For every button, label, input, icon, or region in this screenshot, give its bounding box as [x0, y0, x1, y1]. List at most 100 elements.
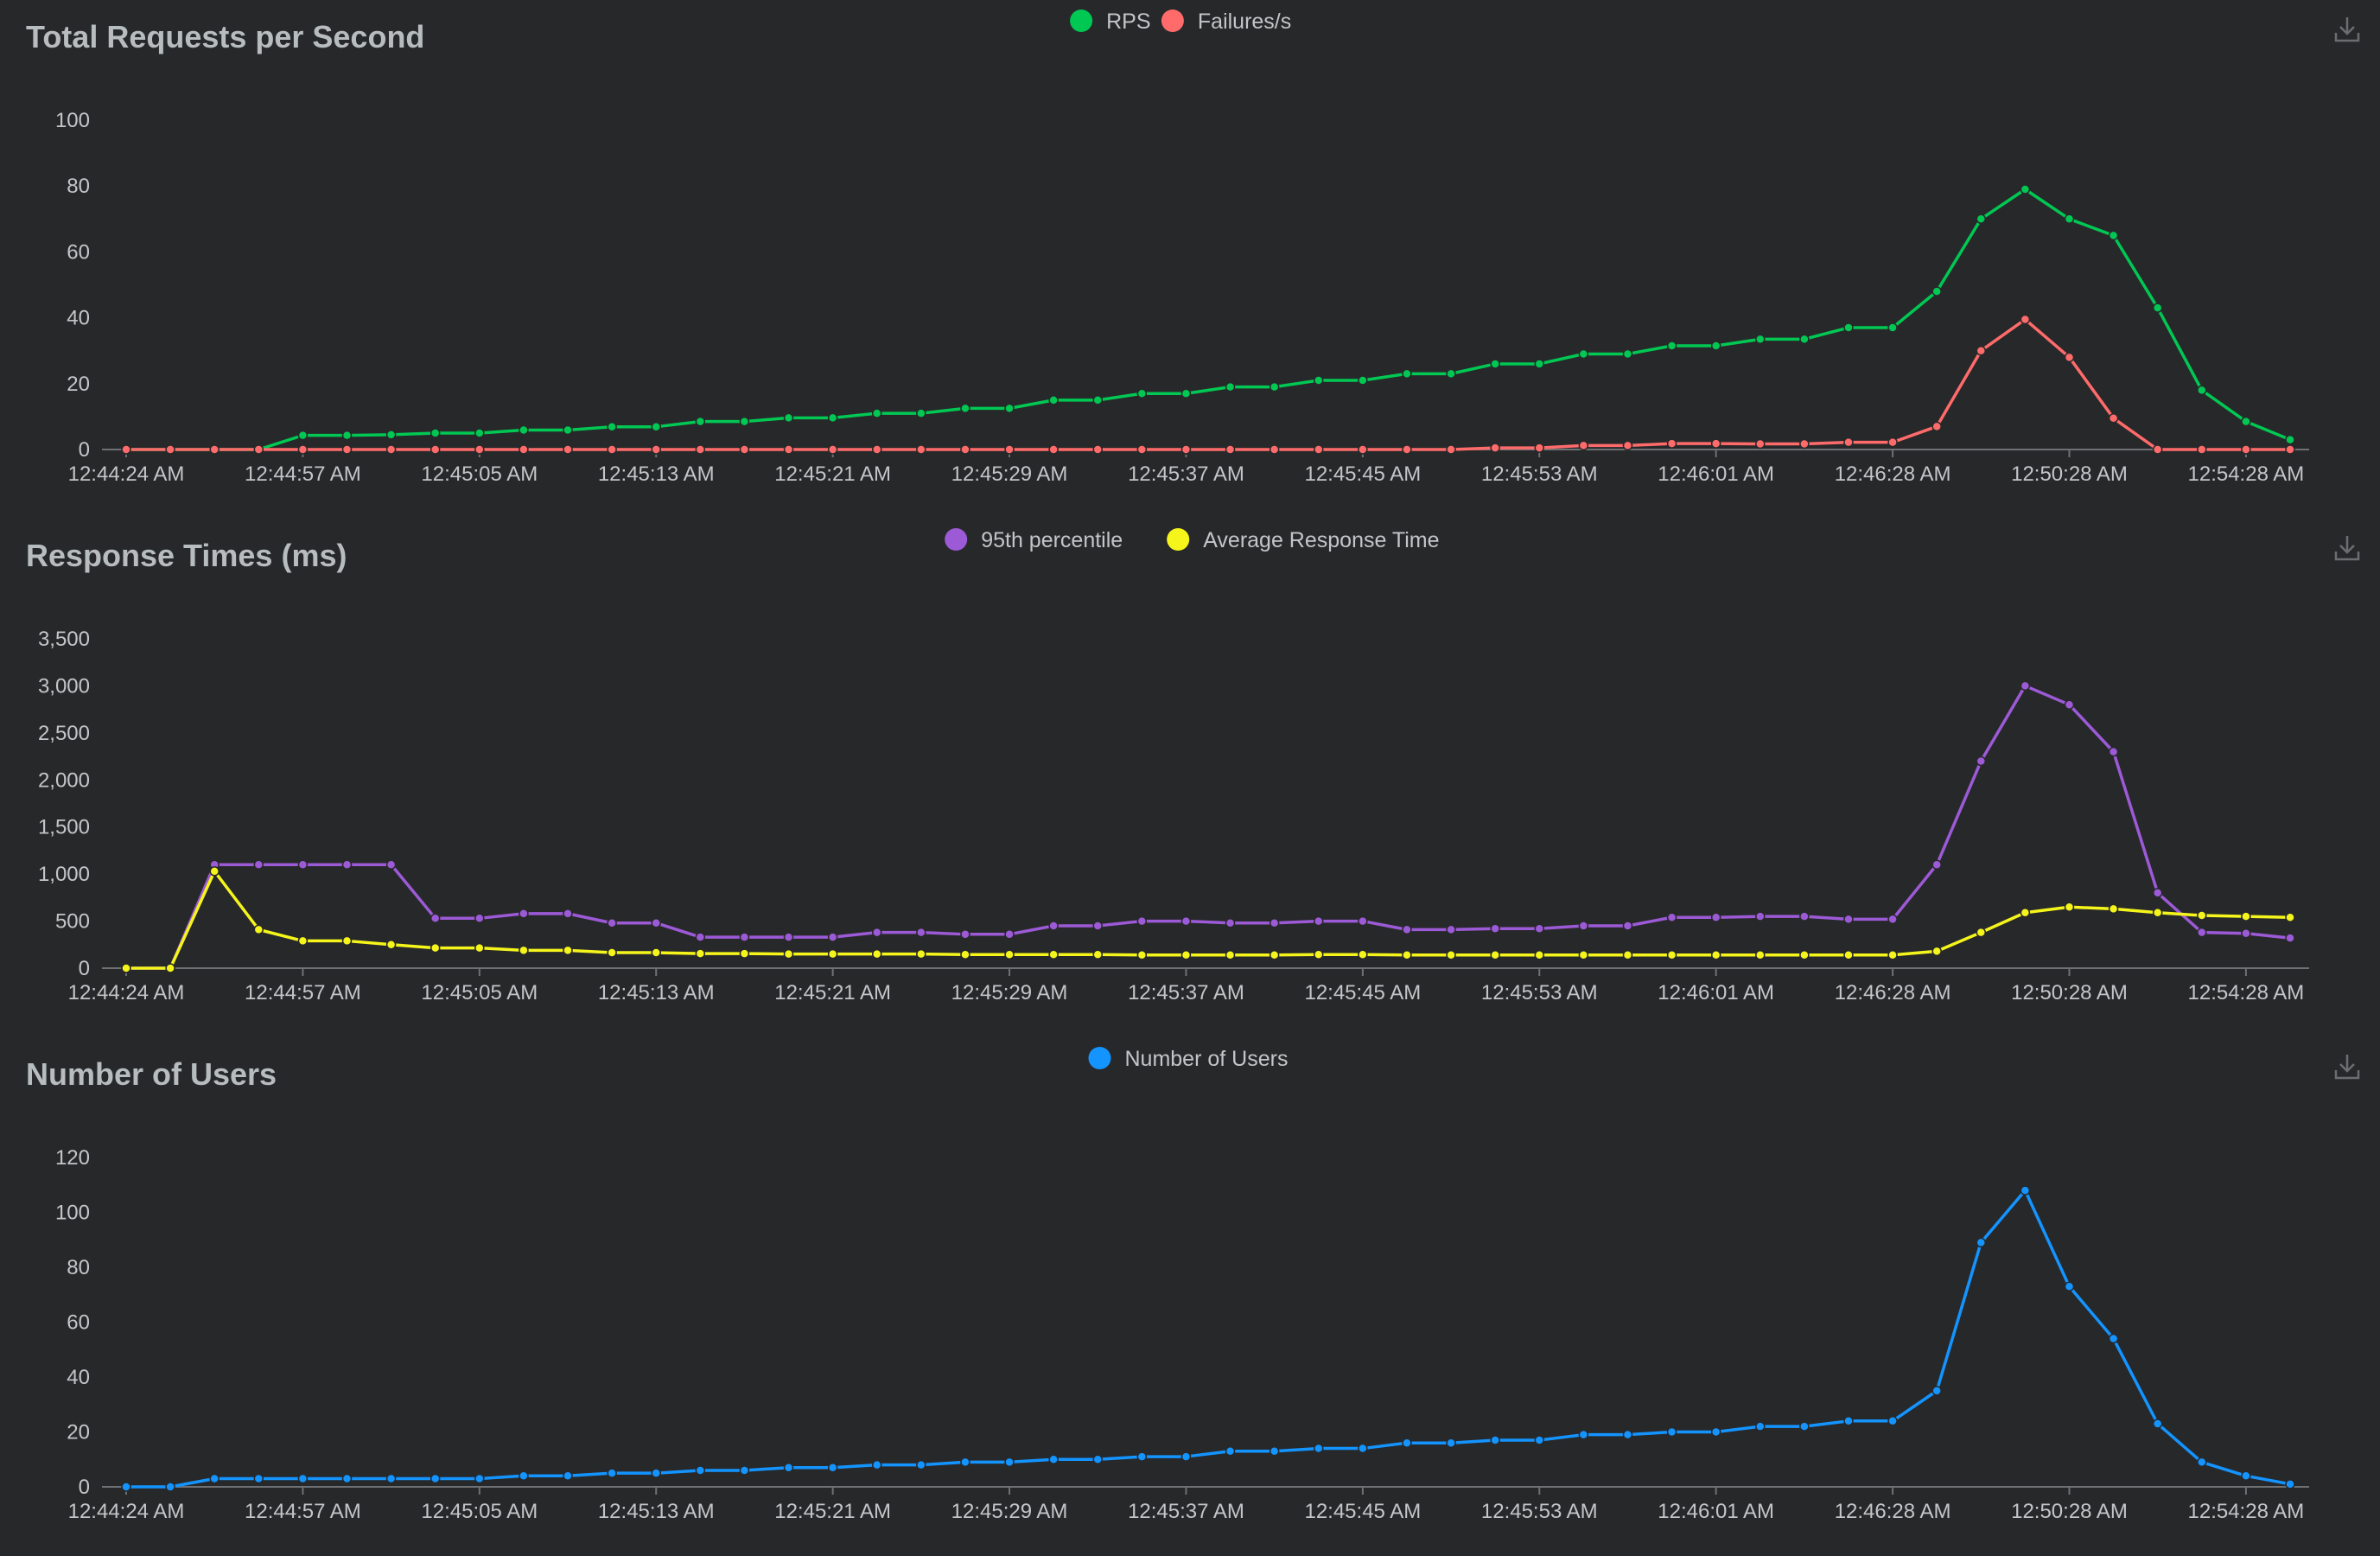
data-point[interactable]	[2241, 444, 2251, 455]
data-point[interactable]	[739, 444, 750, 455]
legend-item[interactable]: Number of Users	[1088, 1047, 1289, 1071]
data-point[interactable]	[607, 947, 617, 958]
data-point[interactable]	[1578, 1429, 1589, 1440]
data-point[interactable]	[2108, 746, 2119, 757]
data-point[interactable]	[827, 444, 838, 455]
data-point[interactable]	[165, 444, 175, 455]
data-point[interactable]	[1843, 1416, 1854, 1426]
data-point[interactable]	[385, 1473, 397, 1484]
data-point[interactable]	[739, 948, 750, 959]
data-point[interactable]	[1490, 359, 1500, 369]
data-point[interactable]	[1887, 950, 1898, 960]
data-point[interactable]	[916, 408, 926, 418]
data-point[interactable]	[1048, 949, 1059, 960]
data-point[interactable]	[1843, 950, 1854, 960]
data-point[interactable]	[385, 940, 397, 950]
data-point[interactable]	[2197, 910, 2207, 921]
data-point[interactable]	[121, 1482, 131, 1492]
data-point[interactable]	[1358, 444, 1368, 455]
data-point[interactable]	[165, 963, 175, 973]
data-point[interactable]	[2241, 416, 2251, 427]
data-point[interactable]	[2152, 908, 2163, 918]
download-icon[interactable]	[2332, 14, 2363, 45]
data-point[interactable]	[2020, 680, 2031, 692]
data-point[interactable]	[1534, 950, 1545, 960]
data-point[interactable]	[1092, 444, 1103, 455]
data-point[interactable]	[1225, 950, 1236, 960]
download-icon[interactable]	[2332, 1051, 2363, 1082]
data-point[interactable]	[209, 444, 220, 455]
data-point[interactable]	[695, 1465, 706, 1476]
legend-item[interactable]: Failures/s	[1161, 10, 1291, 34]
data-point[interactable]	[1180, 444, 1192, 455]
data-point[interactable]	[651, 947, 661, 958]
data-point[interactable]	[1092, 949, 1103, 960]
data-point[interactable]	[2285, 444, 2295, 455]
data-point[interactable]	[2020, 1185, 2031, 1196]
data-point[interactable]	[1931, 946, 1942, 957]
data-point[interactable]	[474, 913, 485, 924]
data-point[interactable]	[783, 932, 794, 942]
data-point[interactable]	[2064, 352, 2075, 363]
data-point[interactable]	[1358, 375, 1368, 386]
data-point[interactable]	[1092, 921, 1103, 931]
data-point[interactable]	[1799, 1421, 1810, 1432]
data-point[interactable]	[1092, 395, 1103, 405]
legend-item[interactable]: RPS	[1070, 10, 1151, 34]
data-point[interactable]	[1402, 950, 1412, 960]
data-point[interactable]	[1004, 949, 1015, 960]
data-point[interactable]	[563, 1470, 573, 1482]
data-point[interactable]	[2241, 928, 2251, 939]
data-point[interactable]	[1843, 914, 1854, 925]
data-point[interactable]	[165, 1482, 175, 1492]
data-point[interactable]	[1578, 950, 1589, 960]
data-point[interactable]	[474, 942, 485, 953]
data-point[interactable]	[2152, 888, 2163, 898]
data-point[interactable]	[341, 430, 353, 441]
data-point[interactable]	[1578, 440, 1589, 451]
data-point[interactable]	[2241, 1470, 2251, 1482]
data-point[interactable]	[1799, 334, 1810, 345]
data-point[interactable]	[474, 1473, 485, 1484]
data-point[interactable]	[1931, 421, 1942, 432]
data-point[interactable]	[253, 444, 264, 455]
data-point[interactable]	[1843, 437, 1854, 448]
data-point[interactable]	[1136, 1451, 1148, 1462]
data-point[interactable]	[1314, 375, 1324, 386]
data-point[interactable]	[783, 1463, 794, 1473]
data-point[interactable]	[1931, 286, 1942, 297]
data-point[interactable]	[2285, 912, 2295, 922]
data-point[interactable]	[209, 866, 220, 877]
data-point[interactable]	[2108, 1333, 2119, 1344]
data-point[interactable]	[430, 428, 441, 438]
data-point[interactable]	[563, 909, 573, 919]
data-point[interactable]	[253, 1473, 264, 1484]
data-point[interactable]	[1534, 923, 1545, 934]
data-point[interactable]	[563, 945, 573, 956]
data-point[interactable]	[2285, 434, 2295, 445]
data-point[interactable]	[1048, 1454, 1059, 1464]
data-point[interactable]	[385, 859, 397, 870]
data-point[interactable]	[1004, 403, 1015, 414]
data-point[interactable]	[1710, 438, 1721, 449]
data-point[interactable]	[739, 1465, 750, 1476]
data-point[interactable]	[1180, 1451, 1192, 1462]
data-point[interactable]	[1446, 368, 1456, 379]
data-point[interactable]	[2197, 444, 2207, 455]
data-point[interactable]	[341, 1473, 353, 1484]
data-point[interactable]	[341, 444, 353, 455]
data-point[interactable]	[519, 444, 529, 455]
data-point[interactable]	[1314, 1443, 1324, 1454]
data-point[interactable]	[1887, 437, 1898, 448]
data-point[interactable]	[430, 942, 441, 953]
data-point[interactable]	[2152, 1419, 2163, 1429]
data-point[interactable]	[2064, 699, 2075, 710]
legend-item[interactable]: Average Response Time	[1167, 528, 1440, 552]
data-point[interactable]	[1004, 444, 1015, 455]
legend-item[interactable]: 95th percentile	[945, 528, 1123, 552]
data-point[interactable]	[1004, 1457, 1015, 1468]
data-point[interactable]	[871, 444, 882, 455]
data-point[interactable]	[1578, 348, 1589, 360]
data-point[interactable]	[2285, 933, 2295, 943]
data-point[interactable]	[1755, 950, 1766, 960]
